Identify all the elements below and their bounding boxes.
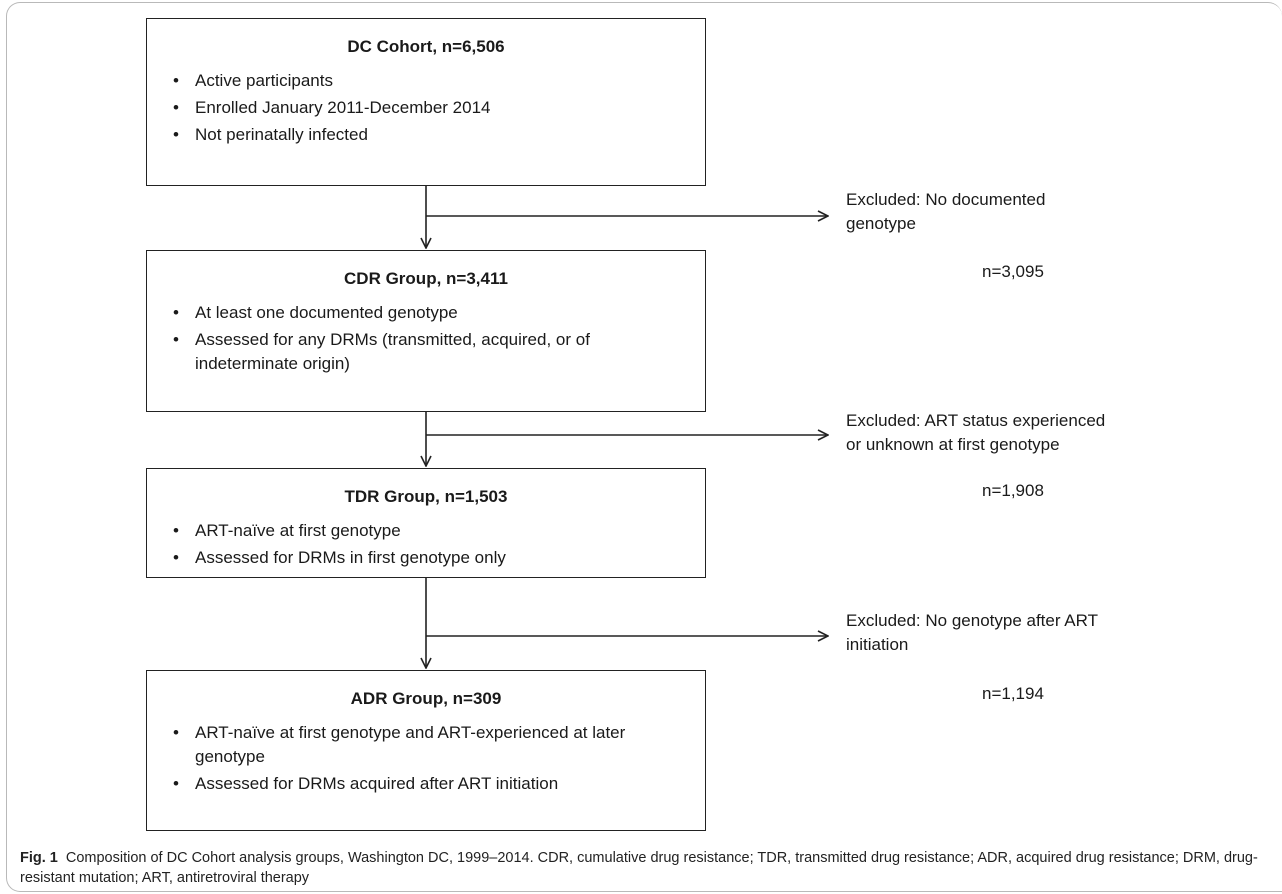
figure-caption: Fig. 1 Composition of DC Cohort analysis … <box>20 848 1270 888</box>
cdr-group-box: CDR Group, n=3,411 At least one document… <box>146 250 706 412</box>
bullet-item: At least one documented genotype <box>173 301 675 325</box>
bullet-item: Enrolled January 2011-December 2014 <box>173 96 705 120</box>
bullet-item: Active participants <box>173 69 705 93</box>
exclusion-2-line2: or unknown at first genotype <box>846 435 1060 454</box>
exclusion-3-line1: Excluded: No genotype after ART <box>846 611 1099 630</box>
dc-cohort-box: DC Cohort, n=6,506 Active participants E… <box>146 18 706 186</box>
exclusion-label-1: Excluded: No documented genotype <box>846 188 1045 236</box>
dc-cohort-title: DC Cohort, n=6,506 <box>347 37 505 56</box>
bullet-item: Assessed for DRMs in first genotype only <box>173 546 705 570</box>
cdr-group-bullets: At least one documented genotype Assesse… <box>147 301 705 376</box>
tdr-group-bullets: ART-naïve at first genotype Assessed for… <box>147 519 705 570</box>
tdr-group-box: TDR Group, n=1,503 ART-naïve at first ge… <box>146 468 706 578</box>
caption-label: Fig. 1 <box>20 850 58 866</box>
adr-group-box: ADR Group, n=309 ART-naïve at first geno… <box>146 670 706 831</box>
adr-group-title: ADR Group, n=309 <box>350 689 502 708</box>
tdr-group-title: TDR Group, n=1,503 <box>344 487 508 506</box>
bullet-item: ART-naïve at first genotype <box>173 519 705 543</box>
bullet-item: Assessed for any DRMs (transmitted, acqu… <box>173 328 675 376</box>
caption-text: Composition of DC Cohort analysis groups… <box>20 850 1258 886</box>
cdr-group-title: CDR Group, n=3,411 <box>344 269 508 288</box>
bullet-item: ART-naïve at first genotype and ART-expe… <box>173 721 655 769</box>
exclusion-count-1: n=3,095 <box>982 262 1044 281</box>
exclusion-1-line2: genotype <box>846 214 916 233</box>
exclusion-1-line1: Excluded: No documented <box>846 190 1046 209</box>
bullet-item: Assessed for DRMs acquired after ART ini… <box>173 772 655 796</box>
exclusion-2-line1: Excluded: ART status experienced <box>846 411 1106 430</box>
dc-cohort-bullets: Active participants Enrolled January 201… <box>147 69 705 147</box>
bullet-item: Not perinatally infected <box>173 123 705 147</box>
exclusion-3-line2: initiation <box>846 635 909 654</box>
exclusion-label-2: Excluded: ART status experienced or unkn… <box>846 409 1105 457</box>
exclusion-count-2: n=1,908 <box>982 481 1044 500</box>
adr-group-bullets: ART-naïve at first genotype and ART-expe… <box>147 721 705 796</box>
exclusion-label-3: Excluded: No genotype after ART initiati… <box>846 609 1098 657</box>
exclusion-count-3: n=1,194 <box>982 684 1044 703</box>
figure-frame <box>6 2 1282 892</box>
